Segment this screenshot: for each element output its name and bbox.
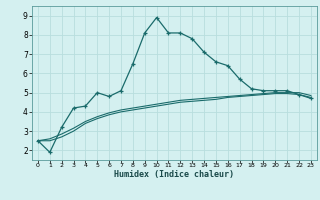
X-axis label: Humidex (Indice chaleur): Humidex (Indice chaleur) [115,170,234,179]
